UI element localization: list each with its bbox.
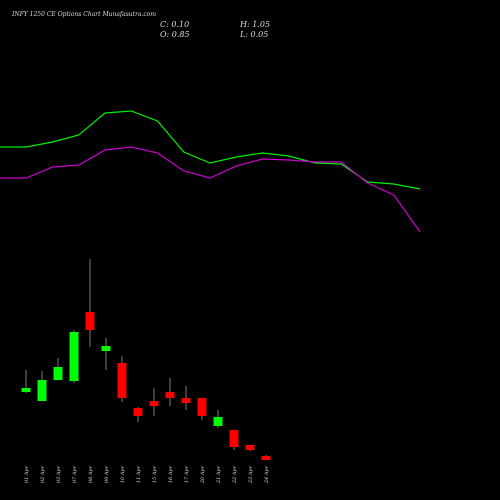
candle-body	[85, 312, 95, 330]
candle-body	[229, 430, 239, 447]
candle-body	[181, 398, 191, 403]
x-tick-label: 15 Apr	[152, 465, 158, 483]
low-label: L: 0.05	[239, 30, 268, 39]
candle-body	[101, 346, 111, 351]
candle-body	[69, 332, 79, 381]
chart-title: INFY 1250 CE Options Chart Munafasutra.c…	[11, 11, 156, 18]
candle-body	[197, 398, 207, 416]
candle-body	[133, 408, 143, 416]
x-tick-label: 21 Apr	[216, 465, 222, 484]
x-tick-label: 24 Apr	[264, 465, 270, 484]
candle-body	[261, 456, 271, 460]
x-tick-label: 20 Apr	[200, 465, 206, 484]
candle-body	[37, 380, 47, 401]
x-tick-label: 16 Apr	[168, 465, 174, 483]
candle-body	[165, 392, 175, 398]
x-tick-label: 10 Apr	[120, 465, 126, 483]
moving-average-line	[0, 146, 421, 233]
candle-body	[117, 363, 127, 398]
x-tick-label: 07 Apr	[72, 465, 78, 483]
candle-body	[21, 388, 31, 392]
candle-body	[53, 367, 63, 380]
moving-average-line	[0, 110, 421, 190]
x-tick-label: 01 Apr	[24, 465, 30, 483]
candle-body	[245, 445, 255, 450]
candle-body	[149, 401, 159, 406]
high-label: H: 1.05	[239, 20, 270, 29]
x-tick-label: 02 Apr	[40, 465, 46, 483]
x-tick-label: 23 Apr	[248, 465, 254, 484]
x-tick-label: 11 Apr	[136, 465, 142, 483]
x-tick-label: 03 Apr	[56, 465, 62, 483]
open-label: O: 0.85	[160, 30, 190, 39]
x-tick-label: 17 Apr	[184, 465, 190, 483]
x-tick-label: 08 Apr	[88, 465, 94, 483]
x-tick-label: 09 Apr	[104, 465, 110, 483]
x-tick-label: 22 Apr	[232, 465, 238, 484]
close-label: C: 0.10	[160, 20, 189, 29]
candle-body	[213, 417, 223, 426]
